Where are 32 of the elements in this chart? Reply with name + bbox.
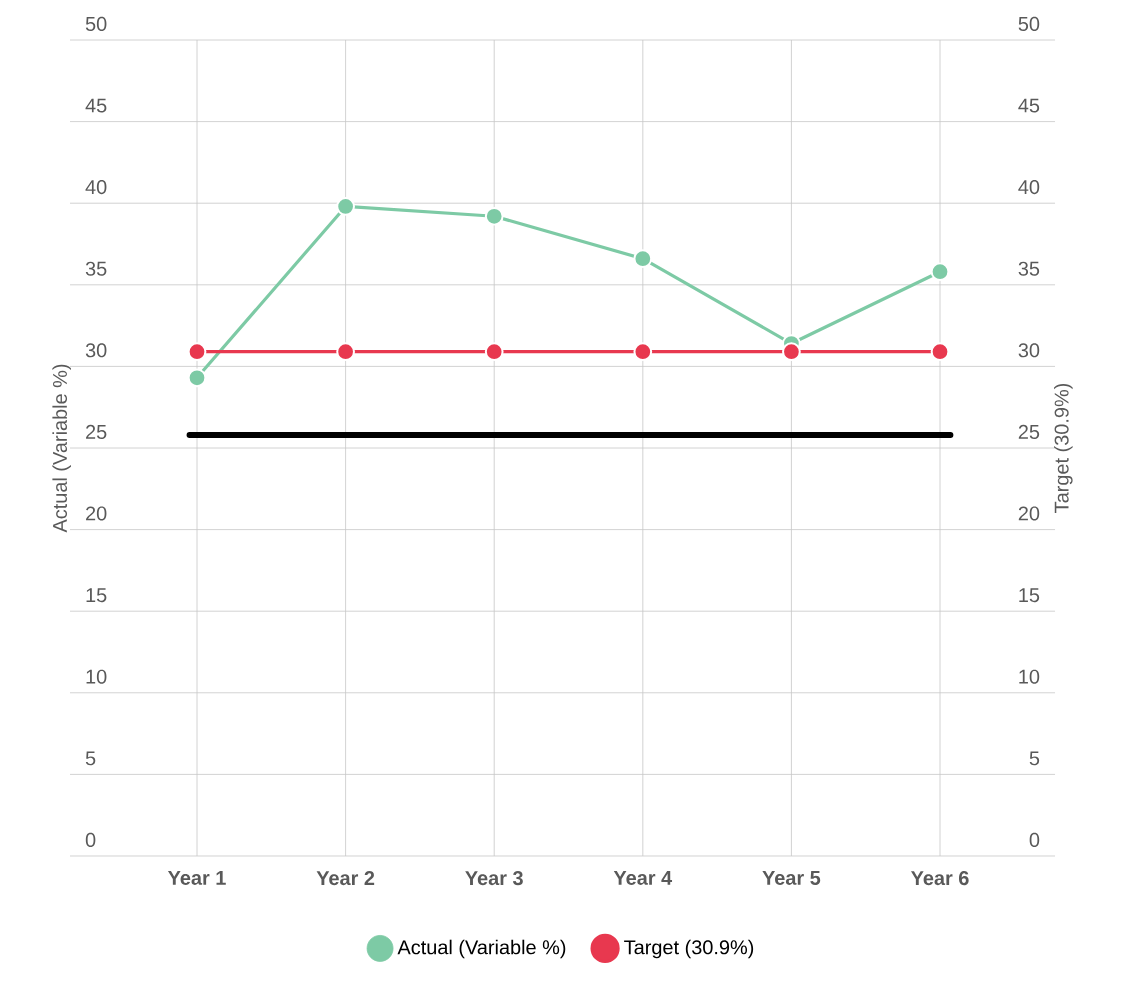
y2-axis-title: Target (30.9%): [1054, 383, 1073, 513]
x-tick-label: Year 6: [910, 871, 969, 886]
y2-tick-label: 30: [1018, 343, 1040, 358]
x-tick-label: Year 1: [167, 871, 226, 885]
y2-tick-label: 15: [1019, 588, 1040, 603]
y2-tick-label: 20: [1018, 506, 1040, 521]
legend-label: Actual (Variable %): [397, 939, 566, 959]
y2-tick-label: 40: [1018, 180, 1040, 195]
legend-label: Target (30.9%): [624, 939, 754, 959]
y-tick-label: 5: [85, 751, 96, 766]
y-tick-label: 50: [85, 16, 107, 31]
y2-tick-label: 0: [1029, 832, 1040, 847]
y2-tick-label: 50: [1018, 16, 1040, 31]
y-tick-label: 30: [85, 343, 107, 358]
y-tick-label: 20: [86, 506, 107, 521]
y2-tick-label: 5: [1029, 751, 1040, 766]
y-tick-label: 35: [85, 261, 107, 276]
x-tick-label: Year 4: [613, 871, 673, 885]
y2-tick-label: 10: [1019, 669, 1040, 684]
y-tick-label: 0: [85, 832, 96, 847]
x-tick-label: Year 3: [465, 871, 523, 886]
y-tick-label: 45: [85, 98, 107, 113]
y-axis-title: Actual (Variable %): [52, 364, 71, 533]
y2-tick-label: 45: [1018, 98, 1040, 113]
y-tick-label: 25: [86, 424, 107, 439]
y-tick-label: 40: [85, 180, 107, 195]
y-tick-label: 15: [86, 588, 107, 603]
y2-tick-label: 25: [1018, 424, 1040, 439]
x-tick-label: Year 5: [762, 871, 821, 885]
y-tick-label: 10: [86, 669, 107, 684]
x-tick-label: Year 2: [316, 871, 375, 886]
y2-tick-label: 35: [1018, 261, 1040, 276]
